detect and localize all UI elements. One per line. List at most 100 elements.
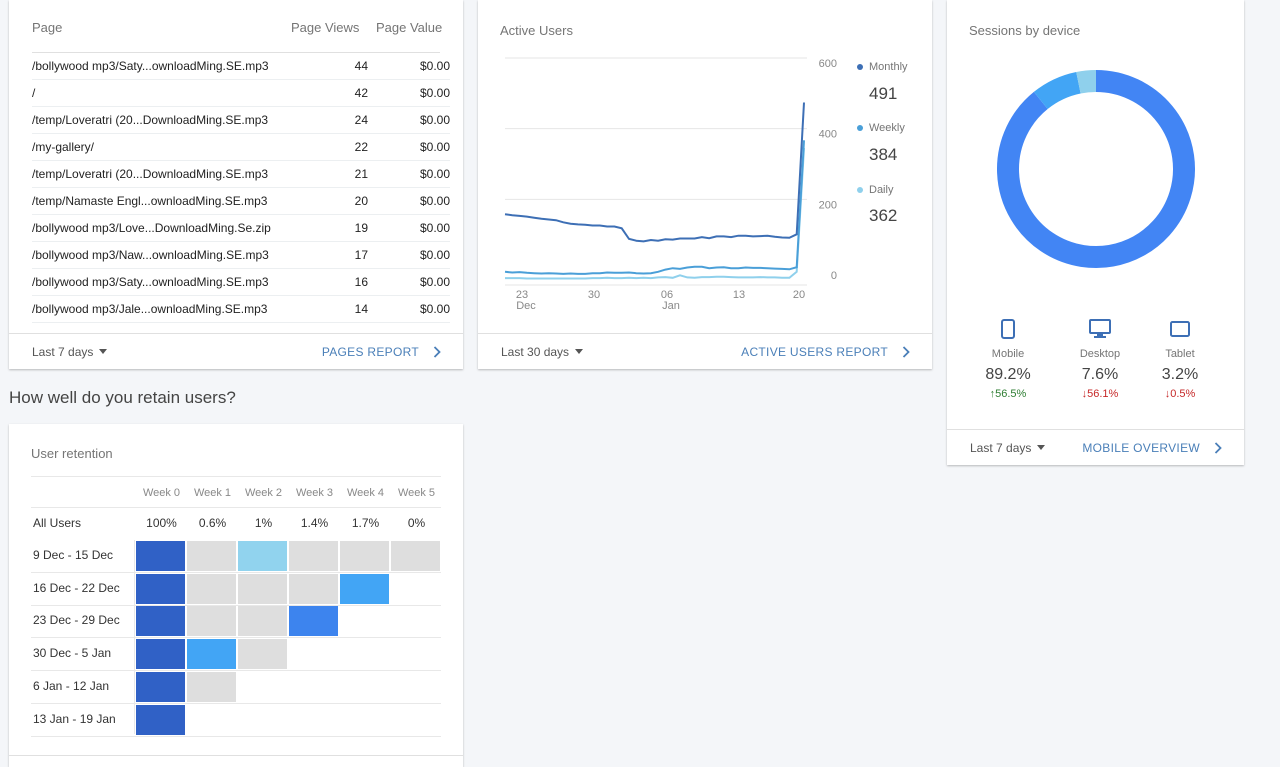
mobile-overview-link[interactable]: MOBILE OVERVIEW <box>1082 441 1222 455</box>
retention-cell[interactable] <box>187 606 236 637</box>
all-users-label: All Users <box>33 516 82 530</box>
date-range-label: Last 7 days <box>970 440 1032 455</box>
retention-cell[interactable] <box>238 573 287 604</box>
col-header-page-value: Page Value <box>376 20 443 35</box>
caret-down-icon <box>1037 445 1046 450</box>
table-row[interactable]: /temp/Loveratri (20...DownloadMing.SE.mp… <box>32 106 450 134</box>
series-line-monthly <box>504 102 805 243</box>
row-divider <box>31 670 441 672</box>
retention-cell[interactable] <box>187 671 236 702</box>
active-users-report-label: ACTIVE USERS REPORT <box>741 344 888 359</box>
page-value: $0.00 <box>368 214 450 242</box>
date-range-dropdown[interactable]: Last 7 days <box>970 440 1046 455</box>
user-retention-title: User retention <box>31 446 113 461</box>
legend-weekly: Weekly <box>857 122 905 134</box>
page-views: 16 <box>306 268 368 296</box>
week-header: Week 5 <box>397 487 436 499</box>
chevron-right-icon <box>433 345 441 358</box>
device-tablet: Tablet 3.2% ↓0.5% <box>1145 319 1215 400</box>
row-divider <box>31 604 441 606</box>
table-row[interactable]: /bollywood mp3/Saty...ownloadMing.SE.mp3… <box>32 53 450 80</box>
retention-cell[interactable] <box>289 541 338 571</box>
page-path: /bollywood mp3/Love...DownloadMing.Se.zi… <box>32 214 306 242</box>
page-value: $0.00 <box>368 106 450 134</box>
table-row[interactable]: /bollywood mp3/Naw...ownloadMing.SE.mp3 1… <box>32 241 450 269</box>
x-tick-month-label: Jan <box>662 300 680 312</box>
col-header-page: Page <box>32 20 63 35</box>
retention-cell[interactable] <box>340 541 389 571</box>
retention-cell[interactable] <box>340 573 389 604</box>
table-row[interactable]: /my-gallery/22 $0.00 <box>32 133 450 161</box>
mobile-overview-label: MOBILE OVERVIEW <box>1082 440 1200 455</box>
legend-daily-value: 362 <box>869 206 898 225</box>
active-users-title: Active Users <box>500 23 573 38</box>
row-divider <box>31 507 441 508</box>
cohort-label: 13 Jan - 19 Jan <box>33 711 116 726</box>
retention-cell[interactable] <box>136 671 185 702</box>
retention-cell[interactable] <box>289 606 338 637</box>
retention-cell[interactable] <box>238 541 287 571</box>
week-header: Week 1 <box>193 487 232 499</box>
pages-table: /bollywood mp3/Saty...ownloadMing.SE.mp3… <box>32 53 450 323</box>
page-views: 14 <box>306 295 368 323</box>
retention-cell[interactable] <box>238 639 287 670</box>
pages-card: Page Page Views Page Value /bollywood mp… <box>9 0 463 369</box>
device-donut-chart <box>997 70 1195 268</box>
retention-cell[interactable] <box>238 606 287 637</box>
table-row[interactable]: /bollywood mp3/Jale...ownloadMing.SE.mp3… <box>32 295 450 323</box>
donut-slice-tablet[interactable] <box>1076 70 1097 94</box>
chevron-right-icon <box>902 345 910 358</box>
retention-cell[interactable] <box>136 573 185 604</box>
page-value: $0.00 <box>368 187 450 215</box>
pages-card-footer: Last 7 days PAGES REPORT <box>9 333 463 369</box>
donut-slice-desktop[interactable] <box>1033 71 1082 110</box>
caret-down-icon <box>575 349 584 354</box>
weekly-dot-icon <box>857 125 863 132</box>
retention-cell[interactable] <box>187 541 236 571</box>
x-tick-label: 30 <box>588 289 600 301</box>
legend-weekly-label: Weekly <box>869 122 905 134</box>
device-desktop-change: ↓56.1% <box>1081 388 1119 400</box>
sessions-by-device-card: Sessions by device Mobile 89.2% ↑56.5% D… <box>947 0 1244 465</box>
date-range-dropdown[interactable]: Last 7 days <box>32 344 108 359</box>
row-divider <box>31 735 441 737</box>
pages-report-link[interactable]: PAGES REPORT <box>322 345 441 359</box>
page-views: 24 <box>306 106 368 134</box>
y-tick-label: 600 <box>819 58 837 70</box>
page-value: $0.00 <box>368 53 450 80</box>
donut-slice-mobile[interactable] <box>997 70 1195 268</box>
date-range-dropdown[interactable]: Last 30 days <box>501 345 584 359</box>
page-views: 19 <box>306 214 368 242</box>
date-range-label: Last 7 days <box>32 344 94 359</box>
series-line-daily <box>505 148 805 280</box>
cohort-label: 16 Dec - 22 Dec <box>33 580 120 595</box>
retention-cell[interactable] <box>187 639 236 670</box>
retention-cell[interactable] <box>136 704 185 735</box>
active-users-report-link[interactable]: ACTIVE USERS REPORT <box>741 345 910 359</box>
page-views: 42 <box>306 79 368 107</box>
retention-cell[interactable] <box>391 541 440 571</box>
device-tablet-value: 3.2% <box>1161 366 1199 383</box>
retention-cell[interactable] <box>136 606 185 637</box>
all-users-value: 100% <box>146 516 177 530</box>
row-divider <box>31 476 441 477</box>
table-row[interactable]: /bollywood mp3/Saty...ownloadMing.SE.mp3… <box>32 268 450 296</box>
legend-weekly-value: 384 <box>869 145 898 164</box>
table-row[interactable]: /42 $0.00 <box>32 79 450 107</box>
table-row[interactable]: /temp/Namaste Engl...ownloadMing.SE.mp3 2… <box>32 187 450 215</box>
retention-cell[interactable] <box>136 639 185 670</box>
page-value: $0.00 <box>368 295 450 323</box>
page-path: /temp/Loveratri (20...DownloadMing.SE.mp… <box>32 106 306 134</box>
x-tick-month-label: Dec <box>516 300 536 312</box>
device-card-footer: Last 7 days MOBILE OVERVIEW <box>947 429 1244 465</box>
retention-cell[interactable] <box>289 573 338 604</box>
retention-footer-divider <box>9 755 463 756</box>
table-row[interactable]: /temp/Loveratri (20...DownloadMing.SE.mp… <box>32 160 450 188</box>
retention-cell[interactable] <box>187 573 236 604</box>
device-desktop: Desktop 7.6% ↓56.1% <box>1065 319 1135 400</box>
table-row[interactable]: /bollywood mp3/Love...DownloadMing.Se.zi… <box>32 214 450 242</box>
page-path: /bollywood mp3/Saty...ownloadMing.SE.mp3 <box>32 53 306 80</box>
retention-cell[interactable] <box>136 541 185 571</box>
y-tick-label: 200 <box>819 199 837 211</box>
